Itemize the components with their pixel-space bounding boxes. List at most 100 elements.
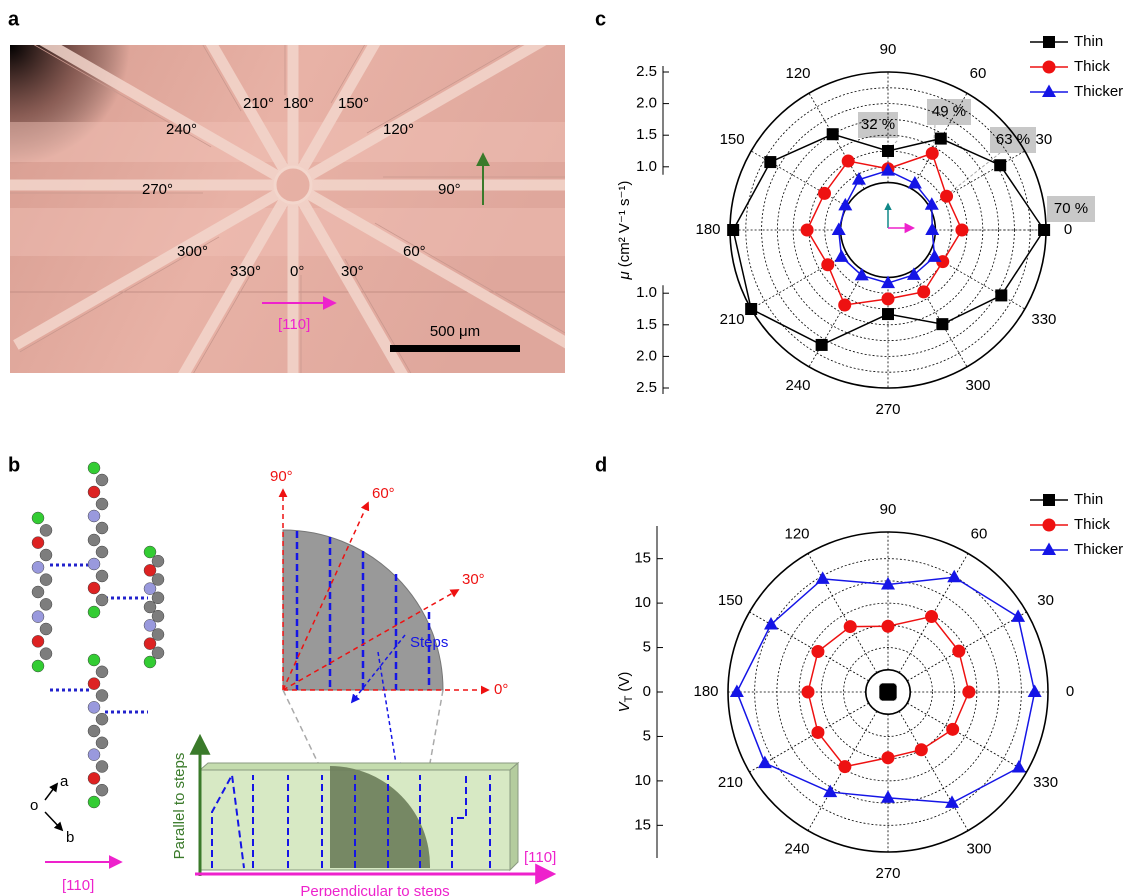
annotation-box [927, 99, 971, 125]
tick-label: 15 [634, 550, 651, 567]
marker [955, 223, 969, 237]
atom [87, 748, 101, 761]
marker [729, 684, 744, 697]
micrograph [10, 45, 565, 373]
centre-ring [273, 165, 313, 205]
marker [881, 790, 895, 803]
angle-label: 210 [720, 311, 745, 328]
atom [95, 712, 109, 726]
angle-label: 30 [1037, 592, 1054, 609]
y-axis-label: μ (cm² V⁻¹ s⁻¹) [616, 181, 633, 281]
marker [925, 222, 940, 235]
atom [95, 665, 109, 679]
angle-label: 150° [338, 95, 369, 112]
atom [87, 485, 101, 499]
marker [924, 197, 939, 210]
marker [801, 685, 815, 699]
marker [815, 571, 830, 584]
angle-label: 300° [177, 243, 208, 260]
electrode-edge [19, 236, 220, 353]
electrode-spoke [205, 45, 289, 173]
marker [947, 569, 962, 583]
spoke [750, 253, 848, 310]
axis-b-arrow [44, 811, 64, 832]
atom [31, 511, 45, 525]
marker [763, 616, 778, 630]
marker [1038, 224, 1051, 236]
marker [934, 132, 947, 145]
marker [823, 784, 838, 798]
electrode-edge [202, 45, 242, 112]
marker [927, 249, 942, 262]
step-line [451, 775, 467, 868]
angle-label: 300 [965, 377, 990, 394]
step-line [211, 771, 245, 869]
y-axis-symbol: V [616, 700, 633, 712]
direction-label: [110] [62, 877, 94, 894]
atom [151, 591, 165, 605]
annotation: 32 % [861, 116, 895, 133]
marker [946, 722, 960, 736]
atom [39, 524, 53, 537]
marker [818, 186, 832, 200]
spoke [907, 702, 1027, 773]
angle-label: 120 [784, 525, 809, 542]
angle-arrow [282, 589, 460, 691]
atom [87, 557, 101, 571]
y-axis-symbol: μ [616, 271, 633, 280]
marker [831, 222, 846, 235]
marker [925, 146, 939, 160]
marker [834, 249, 849, 262]
scale-label: 500 μm [430, 323, 480, 340]
panel-label: d [595, 454, 607, 476]
atom [151, 646, 165, 660]
spoke [808, 92, 865, 190]
marker [962, 685, 976, 699]
atom [87, 677, 101, 690]
electrode-spoke [39, 45, 281, 181]
atom [151, 554, 165, 568]
y-axis-unit: (cm² V⁻¹ s⁻¹) [616, 181, 633, 268]
atom [39, 647, 53, 660]
angle-label: 90° [438, 181, 461, 198]
marker [745, 303, 758, 315]
y-axis-subscript: T [623, 695, 635, 702]
atom [95, 545, 109, 559]
atom [87, 772, 101, 785]
angle-label: 330° [230, 263, 261, 280]
direction-label: [110] [524, 849, 556, 866]
molecular-packing [31, 461, 165, 809]
atom [143, 564, 157, 577]
atom [31, 585, 45, 599]
marker [838, 760, 852, 774]
zoom-line [282, 689, 319, 764]
marker [1027, 684, 1042, 697]
angle-label: 240 [785, 377, 810, 394]
atom [95, 473, 109, 487]
perpendicular-label: Perpendicular to steps [300, 883, 449, 896]
spoke [928, 253, 1026, 310]
atom [31, 610, 45, 623]
atom [39, 622, 53, 636]
atom [143, 545, 157, 559]
angle-label: 270° [142, 181, 173, 198]
step-lines-box [211, 771, 491, 869]
angle-label: 300 [966, 841, 991, 858]
angle-label: 330 [1033, 774, 1058, 791]
tick-label: 1.5 [636, 316, 657, 333]
marker [907, 175, 922, 189]
grid-ring [792, 134, 984, 326]
atom [31, 561, 45, 574]
axis-label: a [60, 773, 69, 790]
electrode-edge [344, 258, 412, 373]
tick-label: 2.5 [636, 63, 657, 80]
marker [843, 620, 857, 634]
angle-label: 90 [880, 41, 897, 58]
angle-label: 150 [720, 131, 745, 148]
atom [151, 628, 165, 641]
annotation-box [990, 127, 1036, 153]
atom [95, 783, 109, 797]
y-axis-label: VT (V) [616, 672, 635, 713]
marker [882, 145, 894, 157]
legend-marker [1042, 84, 1056, 97]
